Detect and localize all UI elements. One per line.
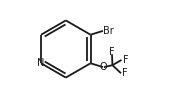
Text: F: F (123, 68, 128, 78)
Text: Br: Br (103, 26, 114, 36)
Text: N: N (37, 58, 45, 68)
Text: O: O (99, 62, 107, 72)
Text: F: F (109, 47, 115, 57)
Text: F: F (123, 55, 129, 65)
